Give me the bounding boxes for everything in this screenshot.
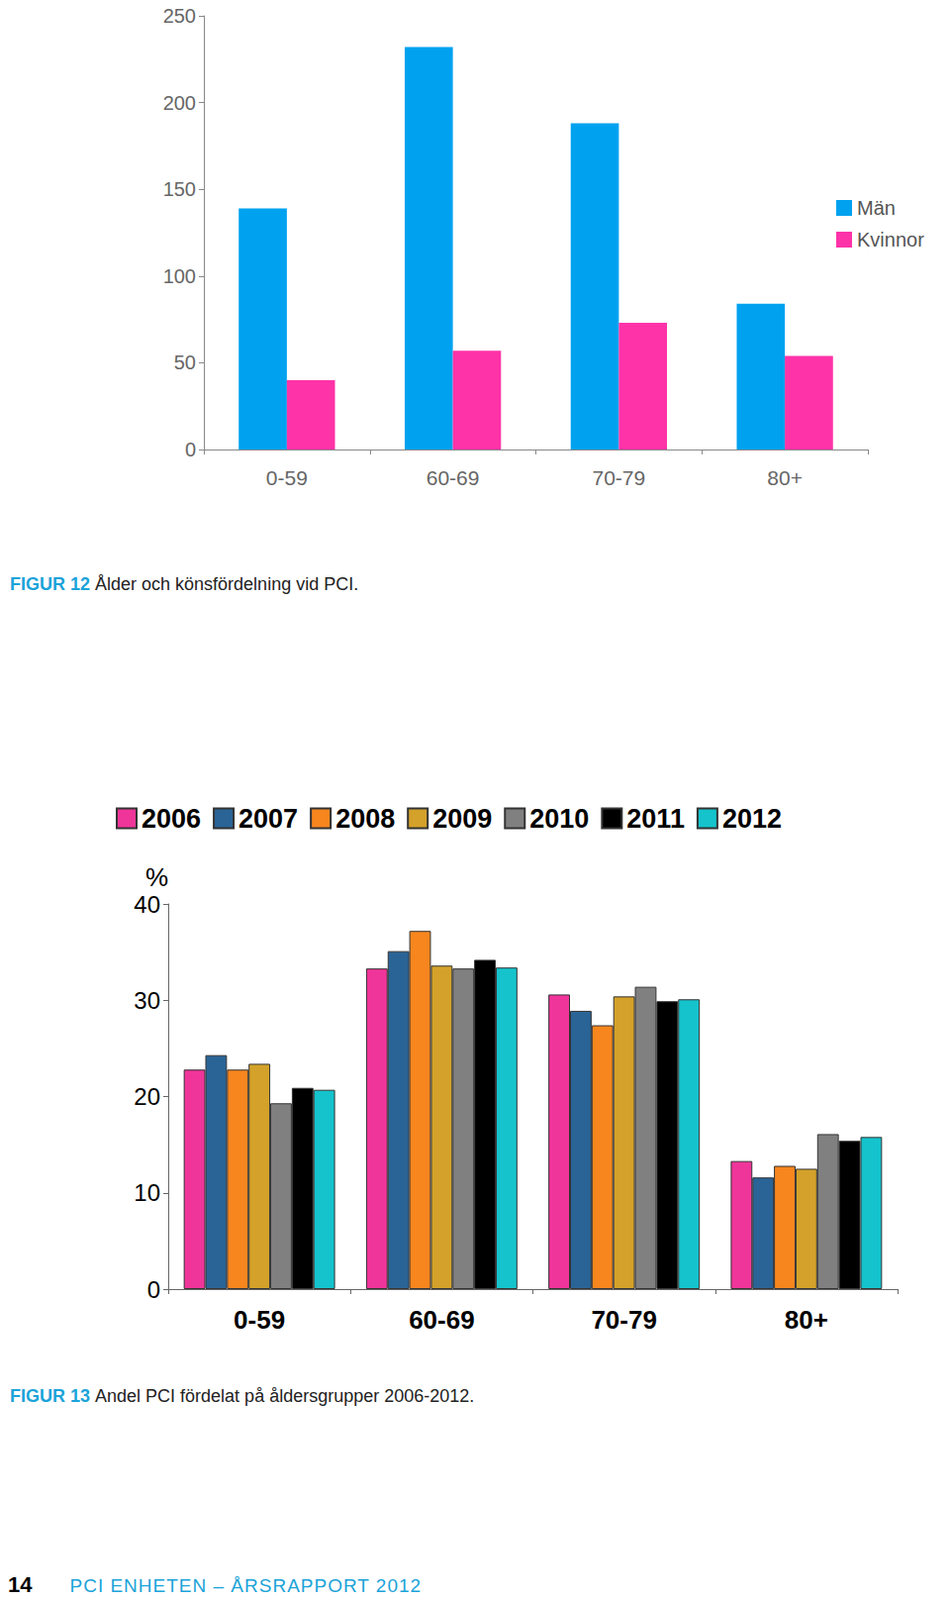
svg-text:60-69: 60-69 (426, 466, 480, 489)
svg-text:60-69: 60-69 (408, 1304, 475, 1334)
svg-text:2010: 2010 (529, 803, 589, 834)
svg-text:70-79: 70-79 (590, 1304, 658, 1334)
svg-text:80+: 80+ (784, 1304, 829, 1334)
html-text:PCI ENHETEN – ÅRSRAPPORT 2012: PCI ENHETEN – ÅRSRAPPORT 2012 (69, 1574, 422, 1596)
html-text:FIGUR 13 Andel PCI fördelat på: FIGUR 13 Andel PCI fördelat på åldersgru… (9, 1385, 475, 1406)
svg-text:0-59: 0-59 (266, 466, 308, 489)
svg-text:0: 0 (147, 1275, 161, 1303)
svg-text:0-59: 0-59 (233, 1304, 285, 1334)
svg-text:70-79: 70-79 (592, 466, 647, 489)
svg-text:2008: 2008 (335, 803, 395, 834)
html-text:FIGUR 12 Ålder och könsfördeln: FIGUR 12 Ålder och könsfördelning vid PC… (9, 573, 359, 594)
svg-text:2011: 2011 (626, 803, 685, 834)
svg-text:150: 150 (163, 178, 196, 200)
svg-text:200: 200 (163, 92, 196, 114)
svg-text:250: 250 (163, 4, 196, 27)
svg-text:Kvinnor: Kvinnor (856, 228, 925, 251)
html-text:14: 14 (7, 1571, 33, 1597)
svg-text:40: 40 (133, 890, 161, 918)
svg-text:%: % (145, 861, 169, 892)
svg-text:80+: 80+ (766, 466, 803, 489)
svg-text:Män: Män (856, 196, 896, 219)
svg-text:0: 0 (185, 438, 196, 461)
svg-text:10: 10 (133, 1178, 161, 1206)
svg-text:2006: 2006 (141, 803, 201, 834)
svg-text:2007: 2007 (238, 803, 298, 834)
svg-text:2012: 2012 (722, 803, 782, 834)
svg-text:30: 30 (133, 986, 161, 1014)
svg-text:2009: 2009 (432, 803, 492, 834)
svg-text:100: 100 (163, 265, 196, 287)
svg-text:20: 20 (133, 1082, 161, 1110)
svg-text:50: 50 (174, 351, 196, 374)
